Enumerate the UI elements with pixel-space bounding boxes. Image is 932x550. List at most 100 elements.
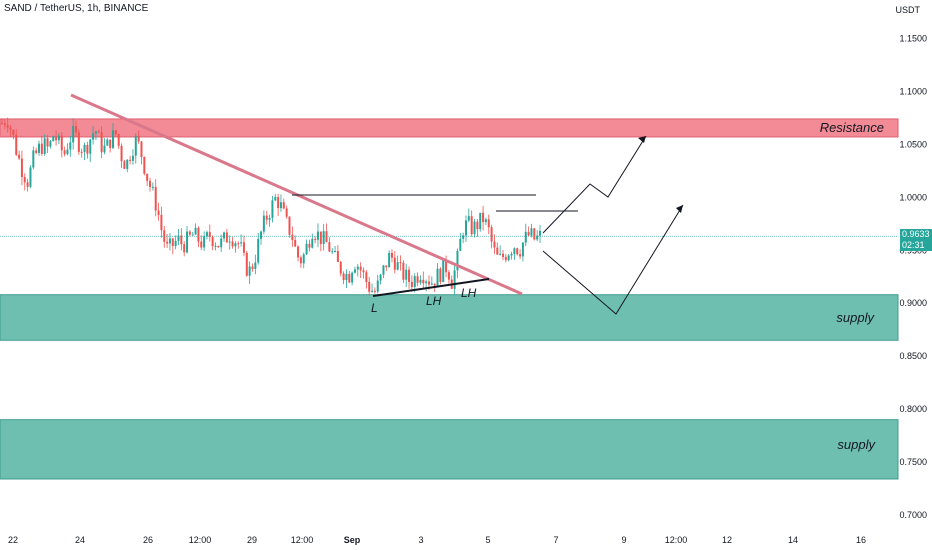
candle-body xyxy=(32,150,35,168)
candle-body xyxy=(100,132,103,153)
candle-body xyxy=(410,282,413,288)
candle-body xyxy=(268,217,271,220)
candle-body xyxy=(425,281,428,284)
candle-body xyxy=(40,143,43,154)
candle-body xyxy=(52,136,55,142)
candle-body xyxy=(12,129,15,136)
x-tick-label: Sep xyxy=(344,535,361,545)
x-tick-label: 16 xyxy=(856,535,866,545)
candle-body xyxy=(131,155,134,161)
supply-zone-1[interactable] xyxy=(0,294,899,341)
candle-body xyxy=(57,135,60,141)
candle-body xyxy=(211,236,214,247)
candle-body xyxy=(493,241,496,248)
candle-body xyxy=(171,238,174,247)
candle-body xyxy=(311,238,314,248)
candle-body xyxy=(114,130,117,135)
resistance-zone-0[interactable] xyxy=(0,118,899,138)
candle-body xyxy=(447,272,450,280)
x-tick-label: 12:00 xyxy=(189,535,212,545)
candle-body xyxy=(120,145,123,162)
currency-label: USDT xyxy=(895,5,921,15)
candle-body xyxy=(248,266,251,276)
candle-body xyxy=(251,266,254,269)
candle-body xyxy=(254,262,257,269)
candle-body xyxy=(274,197,277,201)
candle-body xyxy=(408,269,411,283)
candle-body xyxy=(18,154,21,159)
candle-body xyxy=(60,135,63,151)
candle-body xyxy=(399,262,402,264)
projection-path-down[interactable] xyxy=(542,204,684,315)
candle-body xyxy=(188,231,191,235)
candle-body xyxy=(297,246,300,258)
y-tick-label: 0.8500 xyxy=(899,351,927,361)
candle-body xyxy=(223,232,226,239)
candle-body xyxy=(240,242,243,244)
candle-body xyxy=(510,253,513,256)
candle-body xyxy=(134,135,137,156)
candle-body xyxy=(385,265,388,268)
candle-body xyxy=(180,235,183,245)
candle-body xyxy=(277,197,280,209)
candle-body xyxy=(442,260,445,282)
candle-body xyxy=(316,231,319,240)
candle-body xyxy=(479,212,482,230)
projection-arrowhead-up xyxy=(638,136,646,143)
candle-body xyxy=(351,272,354,283)
projection-path-up[interactable] xyxy=(542,135,647,234)
candle-body xyxy=(89,139,92,154)
candle-body xyxy=(393,257,396,270)
candle-body xyxy=(467,216,470,221)
candle-body xyxy=(86,144,89,154)
candle-body xyxy=(231,241,234,247)
candle-body xyxy=(345,273,348,281)
candle-body xyxy=(271,200,274,218)
candle-body xyxy=(470,216,473,235)
candle-body xyxy=(365,272,368,282)
candle-body xyxy=(325,231,328,243)
y-axis[interactable]: 1.15001.10001.05001.00000.95000.90000.85… xyxy=(899,33,927,520)
y-tick-label: 0.7000 xyxy=(899,510,927,520)
candle-body xyxy=(291,234,294,240)
supply-zone-2[interactable] xyxy=(0,419,899,480)
candle-body xyxy=(484,219,487,223)
candle-body xyxy=(160,214,163,231)
candle-body xyxy=(288,216,291,235)
candle-body xyxy=(462,235,465,239)
current-price-tag: 0.9633 02:31 xyxy=(900,229,932,251)
candle-body xyxy=(29,167,32,187)
candle-body xyxy=(533,228,536,240)
candle-body xyxy=(530,228,533,236)
candle-body xyxy=(225,232,228,243)
candle-body xyxy=(77,132,80,152)
candle-body xyxy=(194,227,197,235)
candle-body xyxy=(75,126,78,133)
x-axis[interactable]: 22 24 26 12:00 29 12:00 Sep 3 5 7 9 12:00 12 14 16 xyxy=(8,535,866,545)
rising-lows-line[interactable] xyxy=(372,278,490,297)
labels-layer: Resistance supply supply L LH LH xyxy=(371,120,884,452)
candle-body xyxy=(117,134,120,146)
candle-body xyxy=(519,254,522,257)
candle-body xyxy=(154,186,157,211)
candle-body xyxy=(390,252,393,258)
candle-body xyxy=(265,215,268,220)
x-tick-label: 29 xyxy=(247,535,257,545)
candle-body xyxy=(146,173,149,181)
x-tick-label: 24 xyxy=(75,535,85,545)
candle-body xyxy=(3,123,6,126)
current-price-value: 0.9633 xyxy=(902,229,930,239)
x-tick-label: 3 xyxy=(418,535,423,545)
candle-body xyxy=(166,241,169,244)
candle-body xyxy=(9,127,12,130)
candle-body xyxy=(396,262,399,270)
candle-body xyxy=(83,144,86,152)
candle-body xyxy=(496,247,499,255)
candle-body xyxy=(72,126,75,143)
candle-body xyxy=(282,202,285,209)
candle-body xyxy=(200,241,203,248)
candle-body xyxy=(362,270,365,273)
x-tick-label: 22 xyxy=(8,535,18,545)
